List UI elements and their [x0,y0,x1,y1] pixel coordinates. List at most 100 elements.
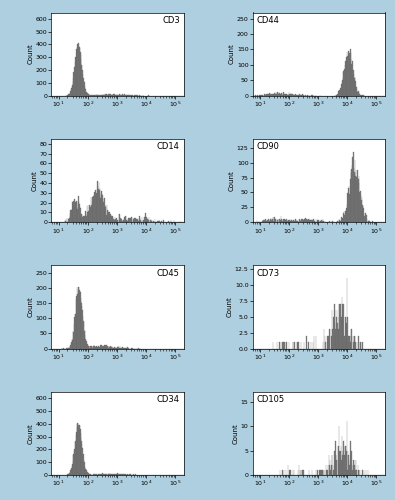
Bar [114,220,115,222]
Bar [355,160,356,222]
Bar [308,218,309,222]
Bar [277,92,278,96]
Bar [127,221,128,222]
Bar [129,474,130,475]
Bar [329,330,330,348]
Bar [362,470,363,475]
Bar [353,70,354,96]
Bar [135,219,136,222]
Bar [124,217,125,222]
Bar [329,465,330,475]
Bar [289,94,290,96]
Bar [281,342,282,348]
Bar [285,94,286,96]
Bar [365,213,366,222]
Bar [333,316,334,348]
Bar [349,465,350,475]
Bar [352,62,353,96]
Bar [340,304,341,348]
Bar [117,474,118,475]
Bar [113,94,114,96]
Bar [83,320,84,348]
Y-axis label: Count: Count [27,44,33,64]
Bar [90,474,91,475]
Bar [357,465,358,475]
Bar [266,94,267,96]
Bar [262,221,263,222]
Bar [279,342,280,348]
Bar [74,68,75,96]
Bar [107,216,108,222]
Bar [342,219,343,222]
Bar [348,336,349,348]
Bar [354,78,355,96]
Bar [99,474,100,475]
Bar [357,342,358,348]
Bar [112,221,113,222]
Bar [350,342,351,348]
Bar [342,450,343,475]
Bar [137,219,138,222]
Bar [70,470,71,475]
Bar [335,336,336,348]
Bar [119,214,120,222]
Bar [301,219,302,222]
Bar [334,304,335,348]
Bar [105,94,106,96]
Bar [355,77,356,96]
Bar [295,220,296,222]
Bar [117,220,118,222]
Bar [265,94,266,96]
Bar [79,290,80,348]
Bar [98,346,99,348]
Bar [120,95,121,96]
Bar [343,310,344,348]
Bar [359,192,360,222]
Bar [91,346,92,348]
Bar [113,474,114,475]
Bar [77,294,78,348]
Bar [65,221,66,222]
Bar [78,426,79,475]
Bar [84,330,85,348]
Bar [268,219,269,222]
Bar [78,196,79,222]
Bar [333,470,334,475]
Bar [120,218,121,222]
Bar [317,470,318,475]
Bar [85,470,86,475]
Bar [345,212,346,222]
Bar [107,346,108,348]
Bar [122,474,123,475]
Bar [340,450,341,475]
Bar [122,221,123,222]
Bar [282,342,283,348]
Bar [299,94,300,96]
Bar [157,221,158,222]
Bar [267,94,268,96]
Bar [295,95,296,96]
Bar [346,456,347,475]
Bar [362,95,363,96]
Bar [339,450,340,475]
Bar [274,218,275,222]
Bar [116,95,117,96]
Bar [320,470,321,475]
Bar [71,88,72,96]
Bar [79,204,80,222]
Bar [268,94,269,96]
Bar [290,221,291,222]
Bar [85,212,86,222]
Bar [102,346,103,348]
Bar [104,95,105,96]
Bar [130,218,131,222]
Bar [300,221,301,222]
Bar [282,470,283,475]
Bar [270,94,271,96]
Bar [360,95,361,96]
Bar [351,336,352,348]
Bar [75,441,76,475]
Bar [345,446,346,475]
Bar [317,220,318,222]
Bar [73,72,74,96]
